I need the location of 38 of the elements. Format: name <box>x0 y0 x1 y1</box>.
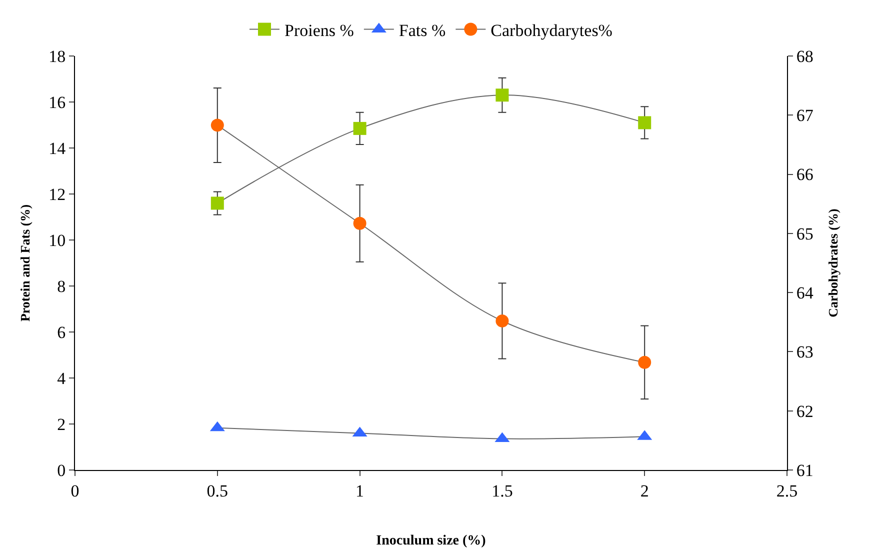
x-tick-label: 1.5 <box>492 481 513 500</box>
y2-tick-label: 67 <box>796 106 814 126</box>
y2-axis-title: Carbohydrates (%) <box>826 208 840 318</box>
legend-label: Proiens % <box>284 20 354 40</box>
y-tick-label: 16 <box>48 92 66 112</box>
y2-tick-label: 62 <box>796 402 814 421</box>
y2-tick-label: 63 <box>796 342 814 362</box>
y-tick-label: 12 <box>48 184 66 204</box>
y-axis-title: Protein and Fats (%) <box>18 204 33 322</box>
y-tick-label: 2 <box>57 414 66 434</box>
y-tick-label: 0 <box>57 460 66 480</box>
y2-tick-label: 65 <box>796 224 814 244</box>
x-tick-label: 2.5 <box>776 481 798 500</box>
y-tick-label: 6 <box>57 322 66 342</box>
point <box>353 122 366 135</box>
x-tick-label: 0.5 <box>206 481 228 500</box>
x-tick-label: 1 <box>356 481 364 500</box>
y-tick-label: 14 <box>48 138 66 158</box>
x-tick-label: 0 <box>70 481 80 500</box>
legend-label: Fats % <box>398 20 446 40</box>
point <box>210 196 224 210</box>
y-tick-label: 8 <box>57 276 66 296</box>
x-tick-label: 2 <box>640 481 649 500</box>
x-axis-title: Inoculum size (%) <box>376 534 486 549</box>
point <box>638 116 652 130</box>
point <box>210 118 224 132</box>
y2-tick-label: 61 <box>796 460 814 480</box>
point <box>496 314 509 328</box>
y2-tick-label: 64 <box>796 284 814 303</box>
y2-tick-label: 66 <box>796 165 814 184</box>
y-tick-label: 10 <box>48 230 66 250</box>
point <box>638 356 652 369</box>
point <box>496 88 509 102</box>
y2-tick-label: 68 <box>796 46 814 66</box>
point <box>353 216 366 230</box>
legend-label: Carbohydarytes% <box>490 20 612 40</box>
y-tick-label: 4 <box>57 368 66 388</box>
y-tick-label: 18 <box>48 46 66 66</box>
